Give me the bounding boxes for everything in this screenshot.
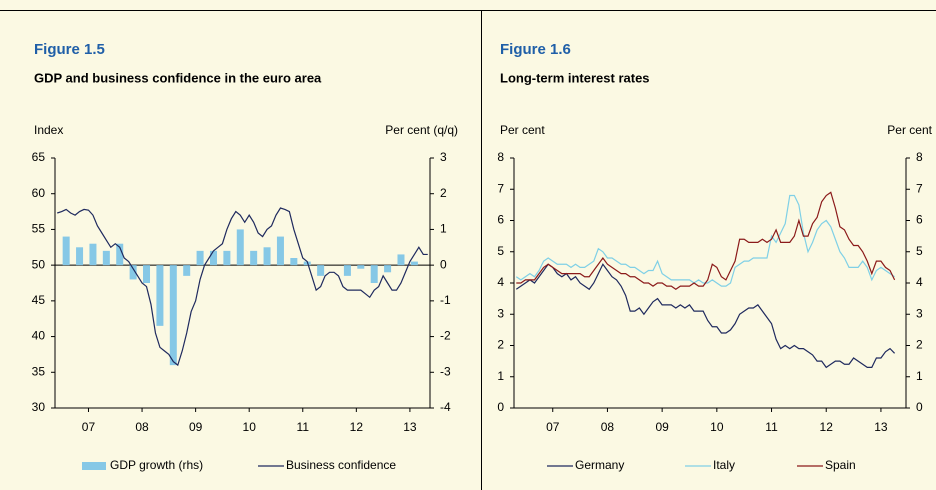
y-tick-label: 2 bbox=[497, 338, 504, 352]
legend-label: Spain bbox=[825, 458, 856, 472]
y-tick-label: 0 bbox=[497, 400, 504, 414]
line bbox=[515, 263, 896, 369]
y-tick-label: 8 bbox=[497, 150, 504, 164]
y-tick-label: 6 bbox=[497, 213, 504, 227]
y-tick-label: 3 bbox=[497, 306, 504, 320]
y2-tick-label: 0 bbox=[916, 400, 923, 414]
bar bbox=[370, 265, 378, 283]
bar bbox=[129, 265, 137, 280]
x-tick-label: 11 bbox=[765, 420, 778, 434]
x-tick-label: 08 bbox=[135, 420, 149, 434]
y2-tick-label: 3 bbox=[440, 150, 447, 164]
bar bbox=[209, 250, 217, 266]
y2-tick-label: 1 bbox=[916, 369, 923, 383]
bar bbox=[183, 265, 191, 276]
x-tick-label: 13 bbox=[874, 420, 888, 434]
x-tick-label: 07 bbox=[546, 420, 560, 434]
bar bbox=[263, 247, 271, 266]
bar bbox=[410, 261, 418, 266]
y2-tick-label: 3 bbox=[916, 306, 923, 320]
x-tick-label: 08 bbox=[601, 420, 615, 434]
x-tick-label: 11 bbox=[297, 420, 310, 434]
bar bbox=[357, 265, 365, 269]
legend-label: GDP growth (rhs) bbox=[110, 458, 203, 472]
bar bbox=[76, 247, 84, 266]
bar bbox=[397, 254, 405, 266]
y-tick-label: 65 bbox=[32, 150, 46, 164]
bar bbox=[236, 229, 244, 266]
y2-tick-label: -3 bbox=[440, 364, 451, 378]
y-axis-title: Index bbox=[34, 123, 63, 137]
y2-tick-label: 1 bbox=[440, 222, 447, 236]
y2-axis-title: Per cent (q/q) bbox=[385, 123, 458, 137]
bar bbox=[317, 265, 325, 276]
bar bbox=[143, 265, 151, 283]
y2-tick-label: -4 bbox=[440, 400, 451, 414]
y-tick-label: 45 bbox=[32, 293, 46, 307]
y2-tick-label: 6 bbox=[916, 213, 923, 227]
chart-title: GDP and business confidence in the euro … bbox=[34, 70, 322, 85]
line bbox=[57, 207, 428, 367]
y2-tick-label: 0 bbox=[440, 257, 447, 271]
y-tick-label: 7 bbox=[497, 181, 504, 195]
y-tick-label: 30 bbox=[32, 400, 46, 414]
bar bbox=[116, 243, 124, 266]
chart-title: Long-term interest rates bbox=[500, 70, 650, 85]
x-tick-label: 09 bbox=[189, 420, 203, 434]
legend-label: Business confidence bbox=[286, 458, 396, 472]
y-tick-label: 55 bbox=[32, 222, 46, 236]
y2-tick-label: 2 bbox=[916, 338, 923, 352]
x-tick-label: 10 bbox=[710, 420, 724, 434]
legend-label: Germany bbox=[575, 458, 624, 472]
x-tick-label: 13 bbox=[403, 420, 417, 434]
legend-swatch bbox=[82, 462, 106, 470]
bar bbox=[276, 236, 284, 266]
figure-label: Figure 1.5 bbox=[34, 41, 105, 58]
bar bbox=[62, 236, 70, 266]
y2-tick-label: 5 bbox=[916, 244, 923, 258]
x-tick-label: 12 bbox=[820, 420, 834, 434]
bar bbox=[343, 265, 351, 276]
line bbox=[516, 191, 896, 290]
bar bbox=[223, 250, 231, 266]
bar bbox=[384, 265, 392, 273]
legend-label: Italy bbox=[713, 458, 735, 472]
y2-tick-label: 8 bbox=[916, 150, 923, 164]
y-tick-label: 5 bbox=[497, 244, 504, 258]
y-tick-label: 40 bbox=[32, 329, 46, 343]
y-axis-title: Per cent bbox=[500, 123, 545, 137]
x-tick-label: 07 bbox=[82, 420, 96, 434]
bar bbox=[196, 250, 204, 266]
y2-tick-label: -2 bbox=[440, 329, 451, 343]
bar bbox=[169, 265, 177, 366]
bar bbox=[250, 250, 258, 266]
bar bbox=[156, 265, 164, 326]
y2-tick-label: -1 bbox=[440, 293, 451, 307]
y-tick-label: 50 bbox=[32, 257, 46, 271]
y-tick-label: 60 bbox=[32, 186, 46, 200]
y-tick-label: 1 bbox=[497, 369, 504, 383]
y-tick-label: 35 bbox=[32, 364, 46, 378]
y2-tick-label: 7 bbox=[916, 181, 923, 195]
y2-tick-label: 2 bbox=[440, 186, 447, 200]
x-tick-label: 09 bbox=[655, 420, 669, 434]
y2-tick-label: 4 bbox=[916, 275, 923, 289]
bar bbox=[89, 243, 97, 266]
bar bbox=[290, 258, 298, 266]
figure-label: Figure 1.6 bbox=[500, 41, 571, 58]
line bbox=[515, 194, 895, 287]
y2-axis-title: Per cent bbox=[887, 123, 932, 137]
y-tick-label: 4 bbox=[497, 275, 504, 289]
bar bbox=[102, 250, 110, 266]
x-tick-label: 10 bbox=[243, 420, 257, 434]
x-tick-label: 12 bbox=[350, 420, 364, 434]
